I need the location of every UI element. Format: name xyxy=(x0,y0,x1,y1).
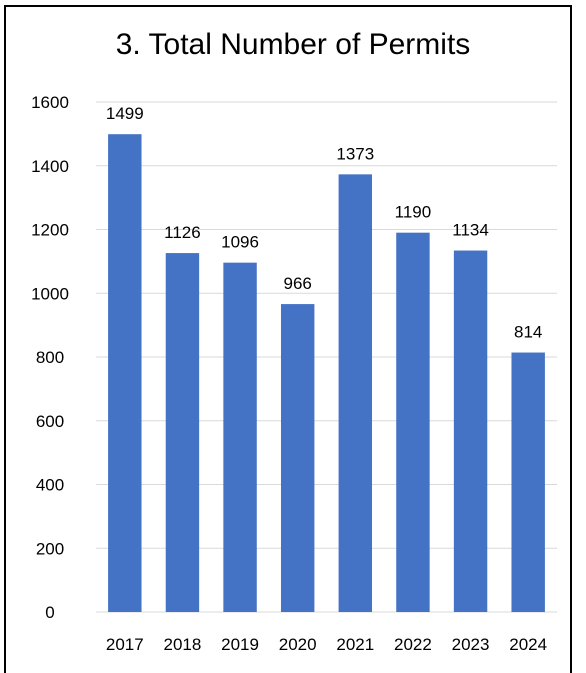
x-tick-label-2019: 2019 xyxy=(221,635,259,654)
x-axis-ticks: 2017 2018 2019 2020 2021 2022 2023 2024 xyxy=(106,635,547,654)
x-tick-label-2020: 2020 xyxy=(279,635,317,654)
y-tick-label: 1600 xyxy=(31,93,69,112)
x-tick-label-2018: 2018 xyxy=(164,635,202,654)
chart-title: 3. Total Number of Permits xyxy=(115,28,471,61)
data-label-2020: 966 xyxy=(284,274,312,293)
bar-2022 xyxy=(396,232,430,612)
data-label-2021: 1373 xyxy=(336,144,374,163)
y-tick-label: 1000 xyxy=(31,284,69,303)
y-tick-label: 600 xyxy=(36,412,64,431)
data-label-2017: 1499 xyxy=(106,104,144,123)
y-tick-label: 1400 xyxy=(31,157,69,176)
data-label-2023: 1134 xyxy=(452,221,489,240)
bar-2024 xyxy=(511,352,545,612)
data-labels: 1499 1126 1096 966 1373 1190 1134 814 xyxy=(106,104,542,341)
bar-2023 xyxy=(453,250,488,612)
data-label-2019: 1096 xyxy=(221,233,259,252)
y-tick-label: 200 xyxy=(36,539,64,558)
y-tick-label: 1200 xyxy=(31,221,69,240)
gridlines xyxy=(96,101,557,613)
x-tick-label-2023: 2023 xyxy=(452,635,490,654)
data-label-2022: 1190 xyxy=(395,203,432,222)
bar-2019 xyxy=(223,262,257,612)
x-tick-label-2021: 2021 xyxy=(336,635,374,654)
bars xyxy=(108,134,545,612)
y-tick-label: 0 xyxy=(45,603,54,622)
data-label-2024: 814 xyxy=(514,323,542,342)
bar-2021 xyxy=(338,174,373,612)
x-tick-label-2024: 2024 xyxy=(509,635,547,654)
x-tick-label-2017: 2017 xyxy=(106,635,144,654)
data-label-2018: 1126 xyxy=(164,223,201,242)
y-tick-label: 800 xyxy=(36,348,64,367)
bar-2018 xyxy=(165,253,200,612)
y-tick-label: 400 xyxy=(36,476,64,495)
bar-2020 xyxy=(280,304,315,612)
bar-2017 xyxy=(108,134,142,612)
y-axis-ticks: 0 200 400 600 800 1000 1200 1400 1600 xyxy=(31,93,69,622)
x-tick-label-2022: 2022 xyxy=(394,635,432,654)
